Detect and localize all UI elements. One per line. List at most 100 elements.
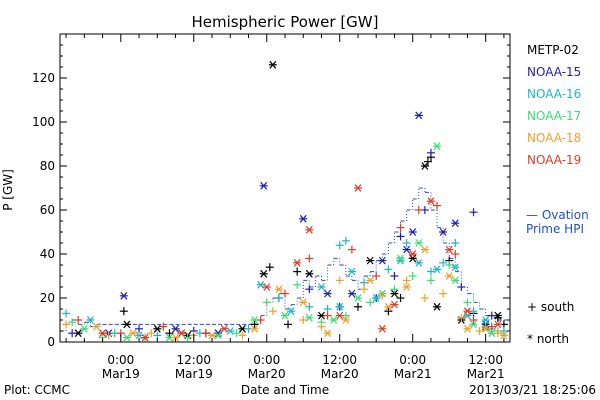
star-d2 (287, 307, 295, 316)
star-d2 (470, 320, 477, 329)
north-point (402, 283, 411, 291)
star-d2 (409, 228, 417, 236)
star-d2 (251, 316, 259, 324)
star-d2 (366, 276, 374, 285)
star-d2 (123, 320, 131, 329)
data-points (62, 60, 508, 342)
star-d2 (220, 324, 228, 333)
x-tick-date: Mar21 (394, 367, 432, 381)
south-point (445, 261, 454, 269)
south-point (469, 316, 478, 324)
north-point (420, 245, 429, 254)
north-point (119, 291, 128, 300)
south-point (487, 322, 496, 331)
star-d2 (494, 320, 502, 329)
star-d2 (421, 245, 429, 254)
star-d2 (324, 329, 332, 338)
chart-title: Hemispheric Power [GW] (192, 13, 379, 31)
star-d2 (372, 294, 380, 302)
star-d2 (348, 267, 356, 276)
north-point (469, 320, 478, 329)
south-point (396, 294, 405, 302)
star-d2 (123, 333, 131, 342)
north-point (378, 324, 387, 333)
y-tick-label: 120 (32, 71, 55, 85)
south-point (238, 331, 247, 340)
star-d2 (305, 269, 313, 278)
north-point (451, 263, 460, 272)
star-d2 (342, 316, 350, 324)
star-d2 (488, 329, 496, 338)
star-d2 (482, 324, 490, 333)
south-point (469, 208, 478, 217)
star-d2 (403, 245, 411, 254)
star-d2 (80, 324, 88, 333)
star-d2 (409, 250, 417, 258)
x-tick-time: 0:00 (253, 353, 280, 367)
north-point (262, 283, 271, 291)
north-marker-legend: * north (527, 332, 569, 346)
south-point (433, 201, 442, 210)
north-point (408, 228, 417, 236)
south-point (299, 316, 308, 324)
star-d2 (93, 322, 100, 331)
north-point (347, 267, 356, 276)
north-point (256, 280, 265, 289)
north-point (98, 329, 107, 338)
south-point (323, 311, 332, 320)
north-point (80, 324, 89, 333)
south-point (396, 223, 405, 232)
north-point (481, 324, 490, 333)
north-point (305, 313, 314, 322)
south-marker-legend: + south (527, 300, 574, 314)
north-point (420, 162, 429, 170)
star-d2 (378, 256, 386, 265)
south-point (201, 329, 210, 338)
north-point (226, 327, 235, 335)
star-d2 (494, 311, 502, 320)
star-d2 (260, 181, 268, 190)
north-point (433, 142, 442, 151)
star-d2 (445, 245, 453, 254)
x-tick-date: Mar21 (467, 367, 505, 381)
x-tick-time: 0:00 (107, 353, 134, 367)
star-d2 (318, 311, 325, 320)
south-point (281, 289, 289, 298)
legend-entry: METP-02 (527, 43, 579, 57)
star-d2 (433, 302, 441, 311)
ovation-series (60, 187, 510, 332)
south-point (390, 285, 399, 294)
south-point (423, 157, 432, 166)
south-point (68, 318, 77, 327)
south-point (256, 316, 265, 324)
y-tick-label: 60 (40, 203, 55, 217)
south-point (293, 267, 302, 276)
north-point (347, 289, 356, 298)
north-point (141, 333, 150, 342)
south-point (426, 148, 435, 157)
star-d2 (427, 197, 435, 206)
north-point (171, 324, 180, 333)
north-point (384, 302, 393, 311)
south-point (378, 291, 387, 300)
south-point (408, 272, 417, 280)
star-d2 (153, 324, 161, 333)
star-d2 (135, 331, 143, 340)
north-point (402, 245, 411, 254)
star-d2 (354, 294, 362, 302)
x-tick-date: Mar19 (175, 367, 213, 381)
y-tick-label: 80 (40, 159, 55, 173)
north-point (171, 333, 180, 342)
x-tick-time: 12:00 (322, 353, 357, 367)
x-tick-time: 12:00 (176, 353, 211, 367)
north-point (250, 324, 259, 333)
star-d2 (451, 276, 459, 285)
legend-entry: NOAA-16 (527, 87, 581, 101)
south-point (475, 327, 484, 335)
south-point (360, 285, 369, 294)
north-point (414, 258, 423, 267)
north-point (408, 254, 417, 263)
x-tick-date: Mar20 (321, 367, 359, 381)
south-point (250, 320, 259, 329)
south-point (262, 298, 271, 307)
